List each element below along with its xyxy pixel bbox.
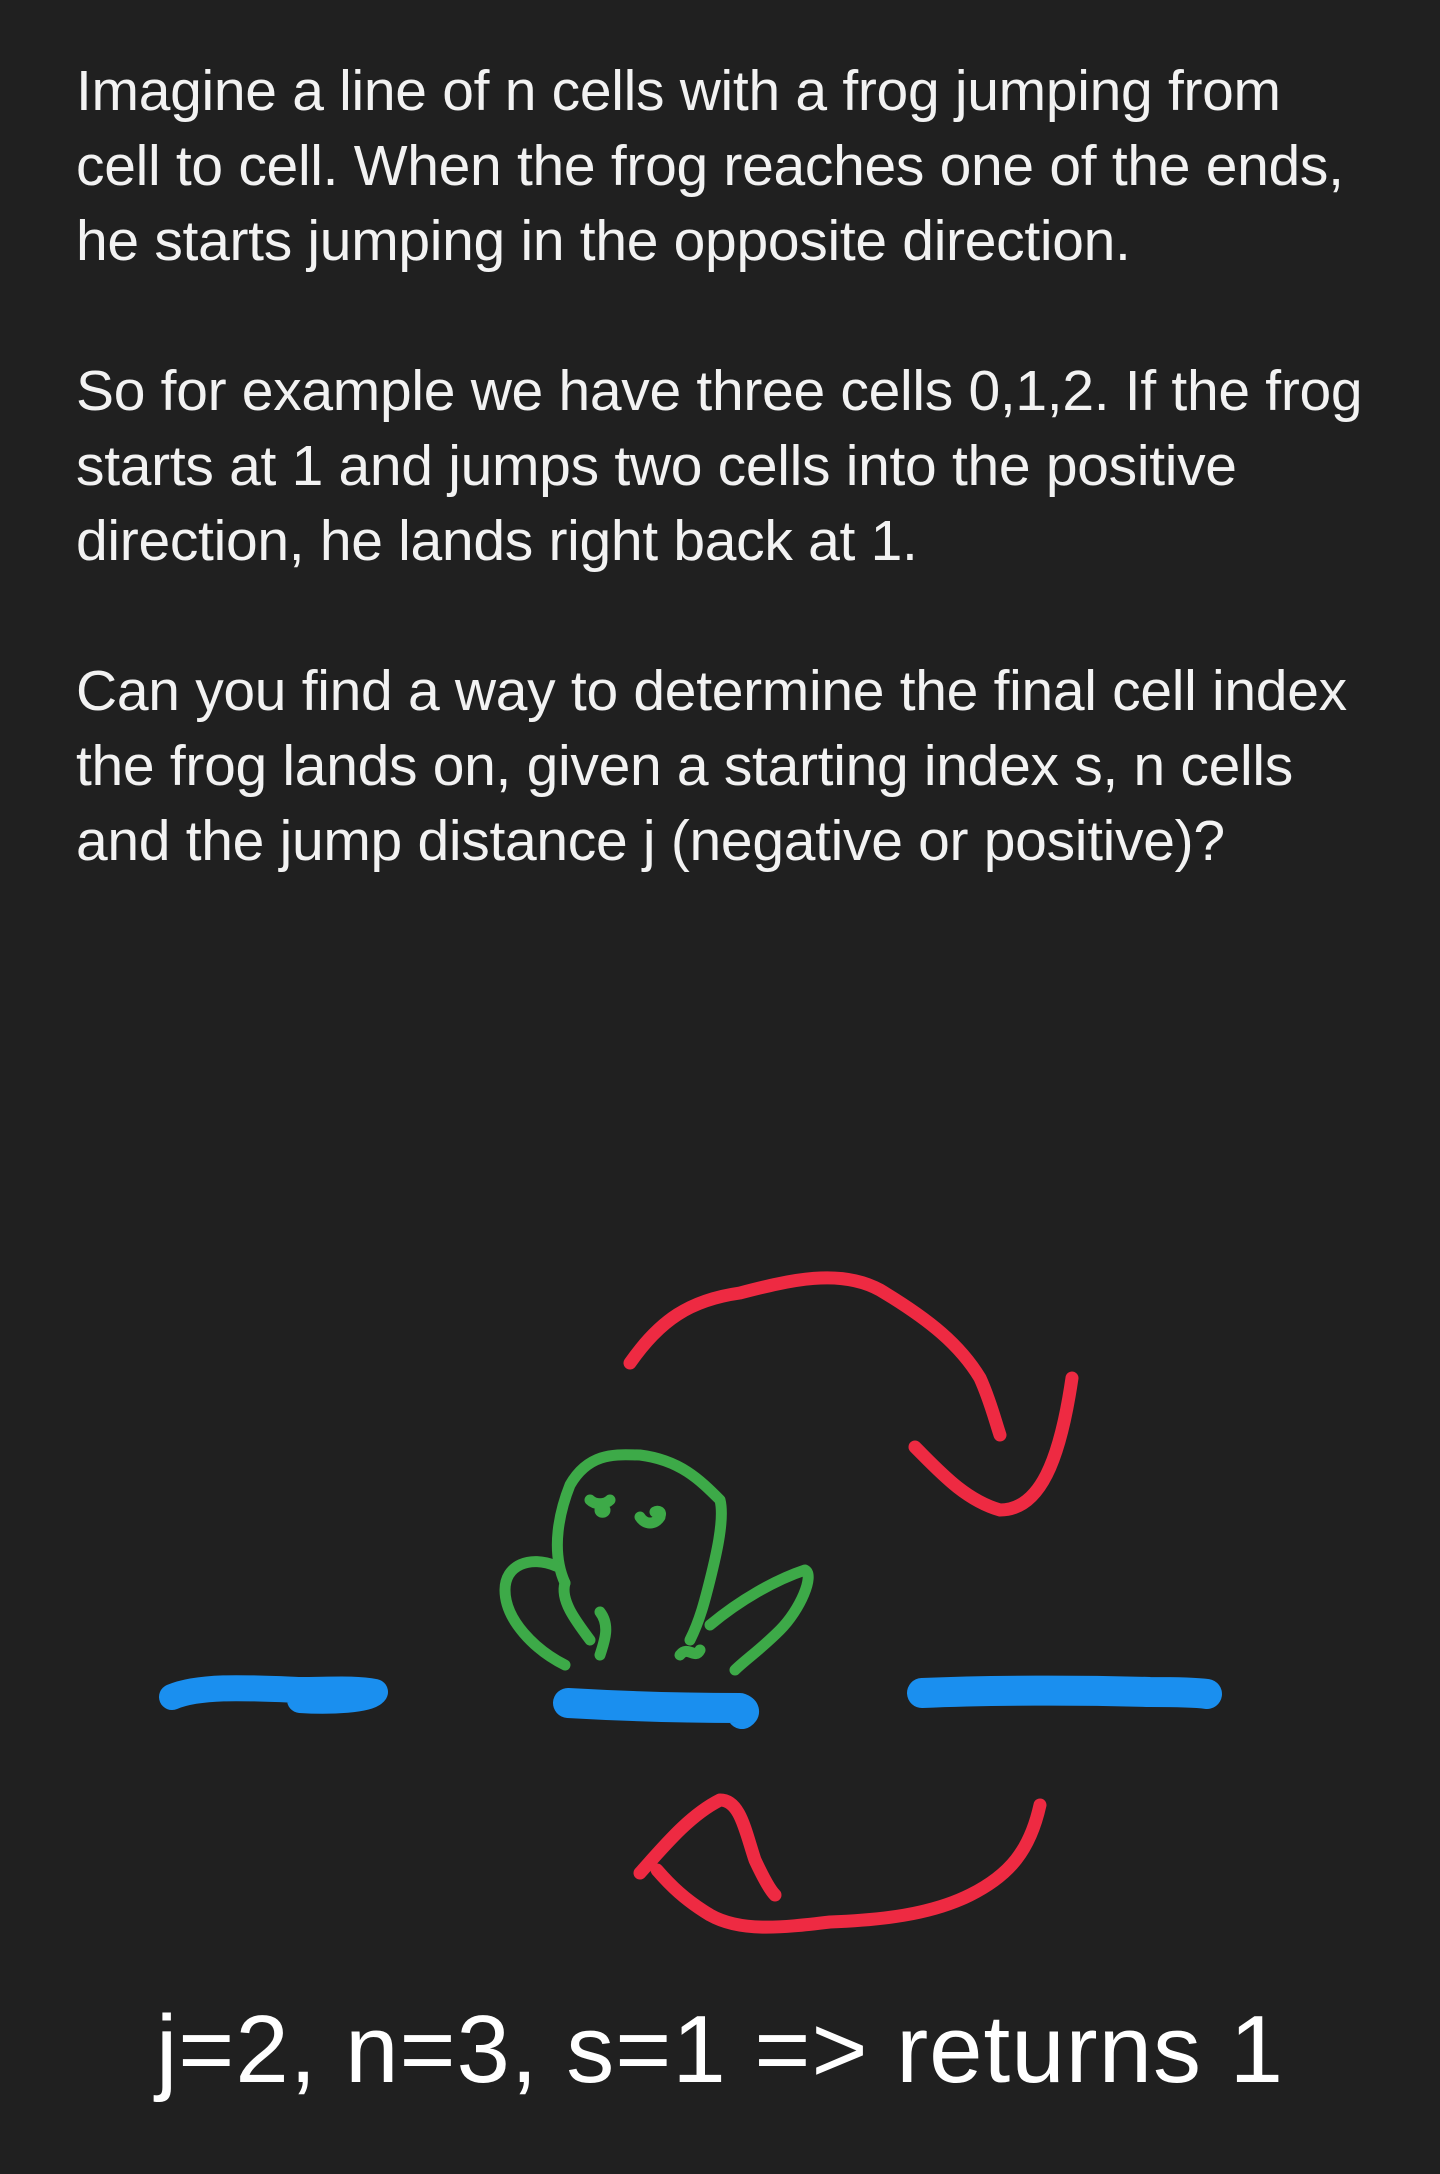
bottom-arrowhead [633,1793,782,1902]
bottom-jump-arrow [650,1798,1047,1934]
top-jump-arrow [623,1271,1007,1442]
example-paragraph: So for example we have three cells 0,1,2… [76,359,1363,573]
frog-icon [499,1449,814,1676]
cell-1 [553,1688,760,1729]
problem-text: Imagine a line of n cells with a frog ju… [76,54,1376,954]
example-result: j=2, n=3, s=1 => returns 1 [155,1996,1285,2103]
question-paragraph: Can you find a way to determine the fina… [76,659,1347,873]
cell-0 [159,1675,388,1714]
cell-2 [907,1675,1222,1709]
frog-jump-sketch [159,1271,1222,1934]
problem-paragraph: Imagine a line of n cells with a frog ju… [76,59,1344,273]
top-arrowhead [908,1371,1079,1517]
